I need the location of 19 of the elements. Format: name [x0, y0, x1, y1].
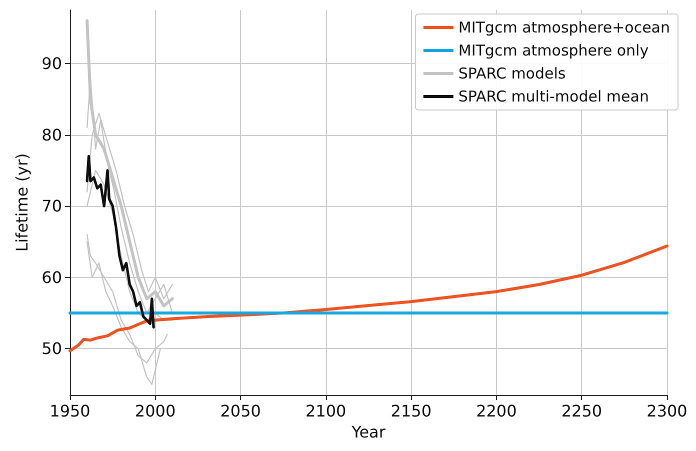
- y-tick-label: 50: [42, 339, 62, 358]
- x-tick-label: 2250: [561, 402, 602, 420]
- x-axis-title: Year: [350, 422, 386, 442]
- x-tick-label: 2100: [306, 402, 346, 420]
- x-tick-label: 2000: [134, 402, 176, 420]
- legend-label: SPARC models: [458, 64, 566, 82]
- x-tick-label: 2050: [220, 402, 261, 420]
- legend-label: MITgcm atmosphere+ocean: [458, 18, 670, 36]
- y-tick-label: 60: [42, 268, 62, 287]
- y-tick-label: 70: [42, 196, 62, 216]
- x-tick-label: 2200: [476, 402, 517, 420]
- legend-label: MITgcm atmosphere only: [458, 42, 649, 60]
- y-tick-label: 80: [42, 125, 62, 144]
- y-axis-title: Lifetime (yr): [12, 153, 32, 252]
- x-tick-label: 2300: [646, 402, 688, 420]
- x-tick-label: 2150: [390, 402, 432, 420]
- legend-label: SPARC multi-model mean: [458, 88, 649, 106]
- y-tick-label: 90: [42, 54, 62, 73]
- x-tick-label: 1950: [50, 402, 90, 420]
